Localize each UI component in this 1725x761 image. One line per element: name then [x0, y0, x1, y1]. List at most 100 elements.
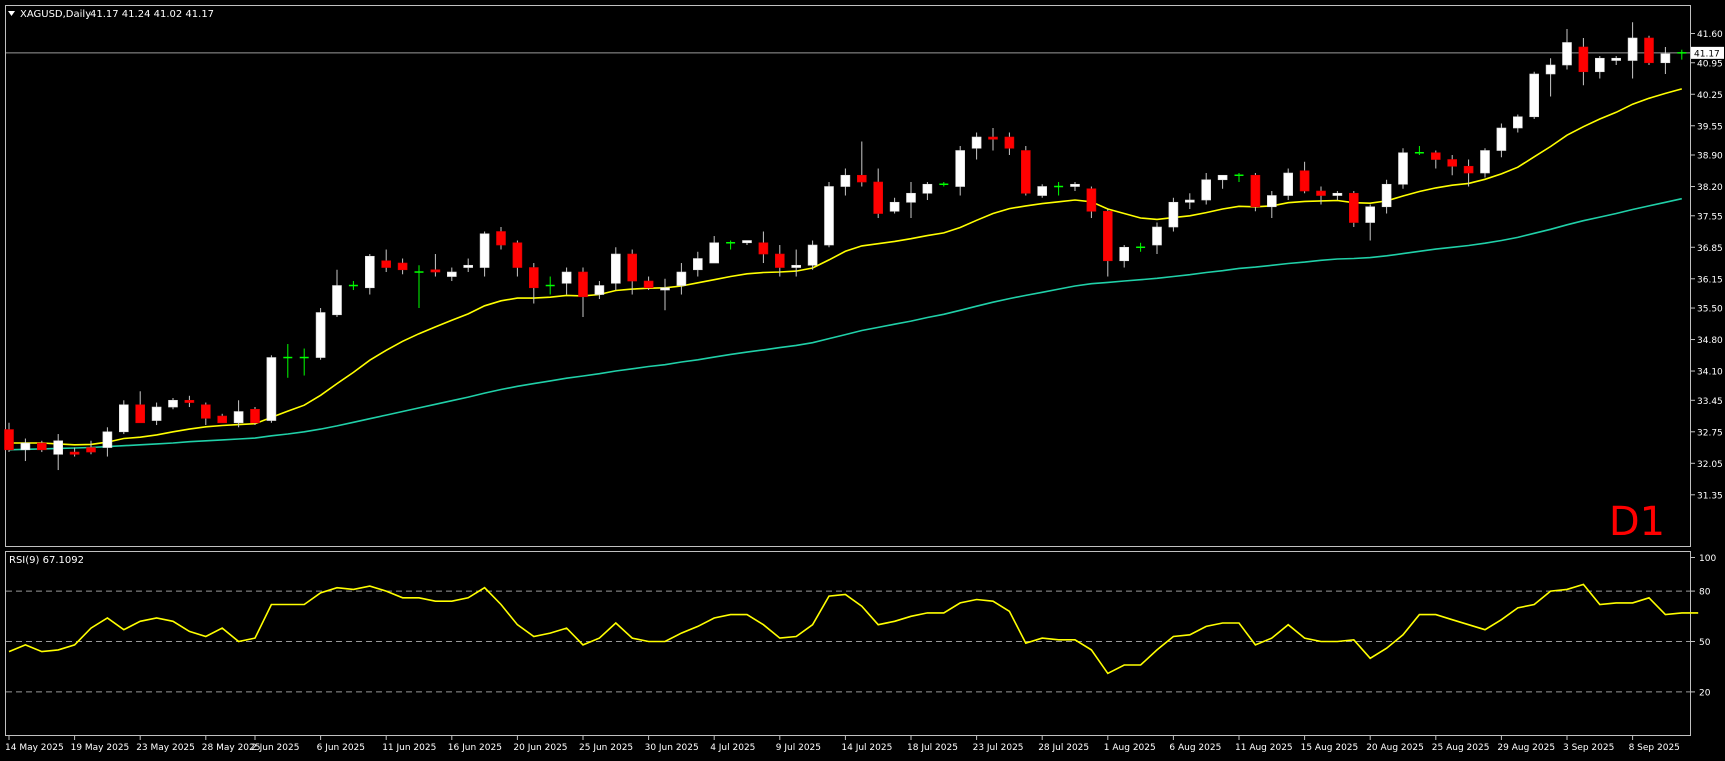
candle	[643, 276, 654, 291]
candle-body	[1463, 165, 1474, 174]
candle-body	[692, 258, 703, 271]
candle-body	[610, 253, 621, 284]
moving-averages	[8, 88, 1683, 451]
candle	[1283, 168, 1293, 201]
candle-body	[1562, 42, 1572, 66]
candle-body	[955, 150, 966, 187]
candle	[479, 231, 490, 277]
candle	[807, 240, 818, 270]
rsi-label: RSI(9) 67.1092	[9, 555, 84, 566]
candle-body	[1660, 53, 1671, 64]
candle-body	[1349, 192, 1359, 223]
candle	[1677, 49, 1687, 60]
time-tick-label: 14 May 2025	[5, 743, 64, 753]
candle	[922, 182, 933, 201]
candle	[1627, 22, 1638, 79]
candle	[1103, 209, 1113, 277]
candle	[1316, 186, 1326, 205]
candle-body	[1611, 57, 1621, 61]
candle-body	[709, 242, 720, 264]
candle	[1168, 197, 1179, 232]
candle-body	[1431, 152, 1441, 160]
candle-body	[1217, 174, 1228, 181]
candle-body	[168, 399, 178, 408]
time-tick-label: 23 May 2025	[136, 743, 195, 753]
candle	[840, 168, 851, 196]
candle	[692, 251, 703, 277]
candle-body	[479, 233, 490, 268]
candle	[1529, 71, 1539, 120]
candle-body	[151, 406, 162, 421]
candle	[1414, 146, 1424, 156]
candle-body	[1152, 226, 1162, 246]
candle	[742, 240, 752, 246]
candle	[69, 447, 80, 457]
candle	[1299, 161, 1310, 194]
candle	[1431, 150, 1441, 169]
time-tick-label: 25 Jun 2025	[579, 743, 633, 753]
candle-body	[824, 186, 834, 246]
candle	[1578, 38, 1589, 86]
candle-body	[201, 404, 211, 419]
candle-body	[627, 253, 638, 282]
time-tick-label: 8 Sep 2025	[1629, 743, 1680, 753]
symbol-header[interactable]: XAGUSD,Daily 41.17 41.24 41.02 41.17	[8, 9, 214, 20]
time-tick-label: 6 Aug 2025	[1169, 743, 1221, 753]
candle	[119, 400, 129, 435]
candle-body	[528, 267, 539, 289]
candle	[971, 132, 982, 160]
candle-body	[1595, 57, 1605, 73]
candle-body	[1398, 152, 1408, 185]
rsi-tick-label: 50	[1699, 638, 1711, 648]
candle	[1545, 58, 1556, 97]
candle-body	[1332, 192, 1343, 196]
candle-body	[1283, 172, 1293, 196]
ma-fast-line	[9, 88, 1683, 446]
candle	[1398, 148, 1408, 189]
candle	[578, 267, 588, 318]
price-axis: 41.60 40.95 40.25 39.55 38.90 38.20 37.55 36.85…	[1690, 30, 1724, 698]
candle	[726, 240, 736, 250]
candle-body	[463, 264, 474, 268]
candle	[1136, 242, 1146, 252]
candle-body	[1004, 136, 1015, 149]
candle	[1496, 123, 1507, 158]
price-tick-label: 33.45	[1697, 397, 1723, 407]
candle	[856, 141, 867, 187]
candle-body	[1513, 116, 1523, 129]
candle	[86, 440, 96, 455]
dropdown-triangle-icon[interactable]	[8, 11, 15, 16]
candle	[1644, 35, 1654, 66]
candle-body	[1644, 37, 1654, 64]
candle-body	[1185, 199, 1195, 203]
candle-body	[594, 285, 605, 295]
candle	[1217, 174, 1228, 189]
candle-body	[266, 357, 277, 421]
candle	[20, 438, 31, 462]
candle	[381, 249, 392, 273]
candle-body	[217, 415, 227, 424]
candle-body	[774, 253, 785, 268]
candle	[676, 263, 687, 295]
time-tick-label: 6 Jun 2025	[317, 743, 365, 753]
candle	[250, 407, 260, 426]
price-pane-frame	[5, 5, 1691, 547]
candle	[135, 391, 145, 424]
price-tick-label: 41.60	[1697, 30, 1723, 40]
candle	[791, 249, 802, 277]
candle	[430, 254, 441, 277]
price-tick-label: 34.10	[1697, 368, 1723, 378]
time-tick-label: 9 Jul 2025	[776, 743, 821, 753]
symbol-title: XAGUSD,Daily	[20, 9, 91, 20]
candle-body	[69, 451, 80, 455]
candle-body	[36, 442, 47, 451]
candle	[873, 168, 884, 219]
candle-body	[20, 442, 31, 451]
candle-body	[135, 404, 145, 424]
candle-body	[315, 312, 326, 358]
candle	[151, 402, 162, 426]
candle-body	[1103, 210, 1113, 262]
time-tick-label: 20 Aug 2025	[1366, 743, 1424, 753]
